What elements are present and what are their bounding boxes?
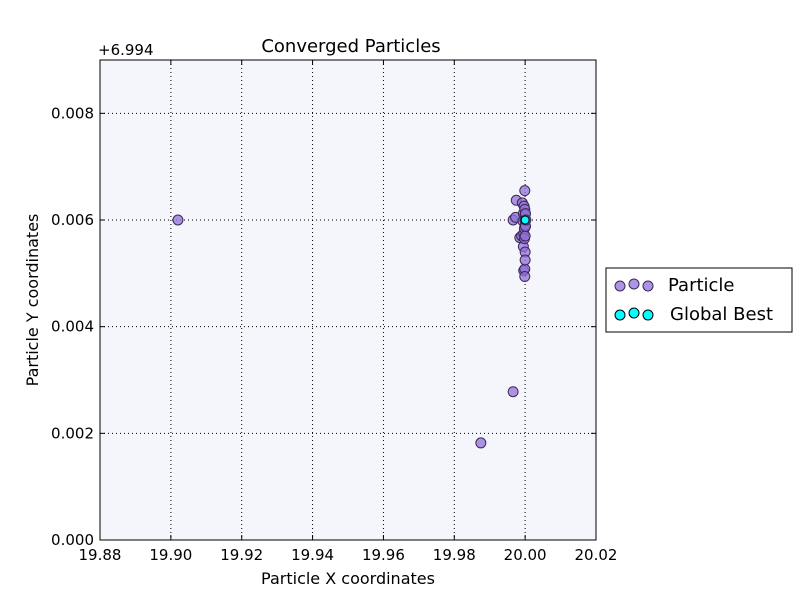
x-tick-label: 19.92: [220, 546, 263, 564]
data-points: [172, 185, 532, 449]
particle-point: [172, 214, 184, 226]
particle-point: [519, 230, 531, 242]
grid-lines: [100, 60, 596, 540]
plot-background: [100, 60, 596, 540]
y-tick-label: 0.002: [51, 424, 94, 442]
legend-global-best-dot: [614, 309, 626, 321]
axis-ticks: [99, 60, 597, 541]
x-tick-label: 19.88: [79, 546, 122, 564]
plot-frame: [99, 59, 597, 541]
x-tick-label: 19.96: [362, 546, 405, 564]
particle-point: [519, 254, 531, 266]
legend-particle-marker-icon: [614, 278, 654, 292]
legend-box: [605, 267, 793, 333]
y-axis-title: Particle Y coordinates: [23, 214, 42, 387]
y-tick-label: 0.004: [51, 318, 94, 336]
particle-point: [519, 271, 531, 283]
x-axis-title: Particle X coordinates: [261, 569, 435, 588]
particle-point: [507, 386, 519, 398]
legend-global-best-dot: [642, 309, 654, 321]
legend-label-particle: Particle: [668, 275, 735, 296]
particle-point: [475, 437, 487, 449]
legend-label-global-best: Global Best: [670, 304, 773, 325]
legend-global-best-marker-icon: [614, 307, 654, 321]
x-tick-label: 20.00: [504, 546, 547, 564]
y-tick-label: 0.008: [51, 104, 94, 122]
legend-global-best-dot: [628, 307, 640, 319]
legend-particle-dot: [642, 280, 654, 292]
x-tick-label: 20.02: [575, 546, 618, 564]
x-tick-label: 19.98: [433, 546, 476, 564]
global-best-point: [520, 215, 530, 225]
chart-title: Converged Particles: [261, 36, 440, 57]
x-tick-label: 19.90: [149, 546, 192, 564]
y-tick-label: 0.000: [51, 531, 94, 549]
y-offset-label: +6.994: [98, 41, 154, 59]
legend-particle-dot: [614, 280, 626, 292]
legend-particle-dot: [628, 278, 640, 290]
tick-labels: 19.88 19.90 19.92 19.94 19.96 19.98 20.00 20.02…: [51, 104, 617, 564]
x-tick-label: 19.94: [291, 546, 334, 564]
legend: Particle Global Best: [605, 267, 793, 333]
y-tick-label: 0.006: [51, 211, 94, 229]
particle-point: [519, 185, 531, 197]
